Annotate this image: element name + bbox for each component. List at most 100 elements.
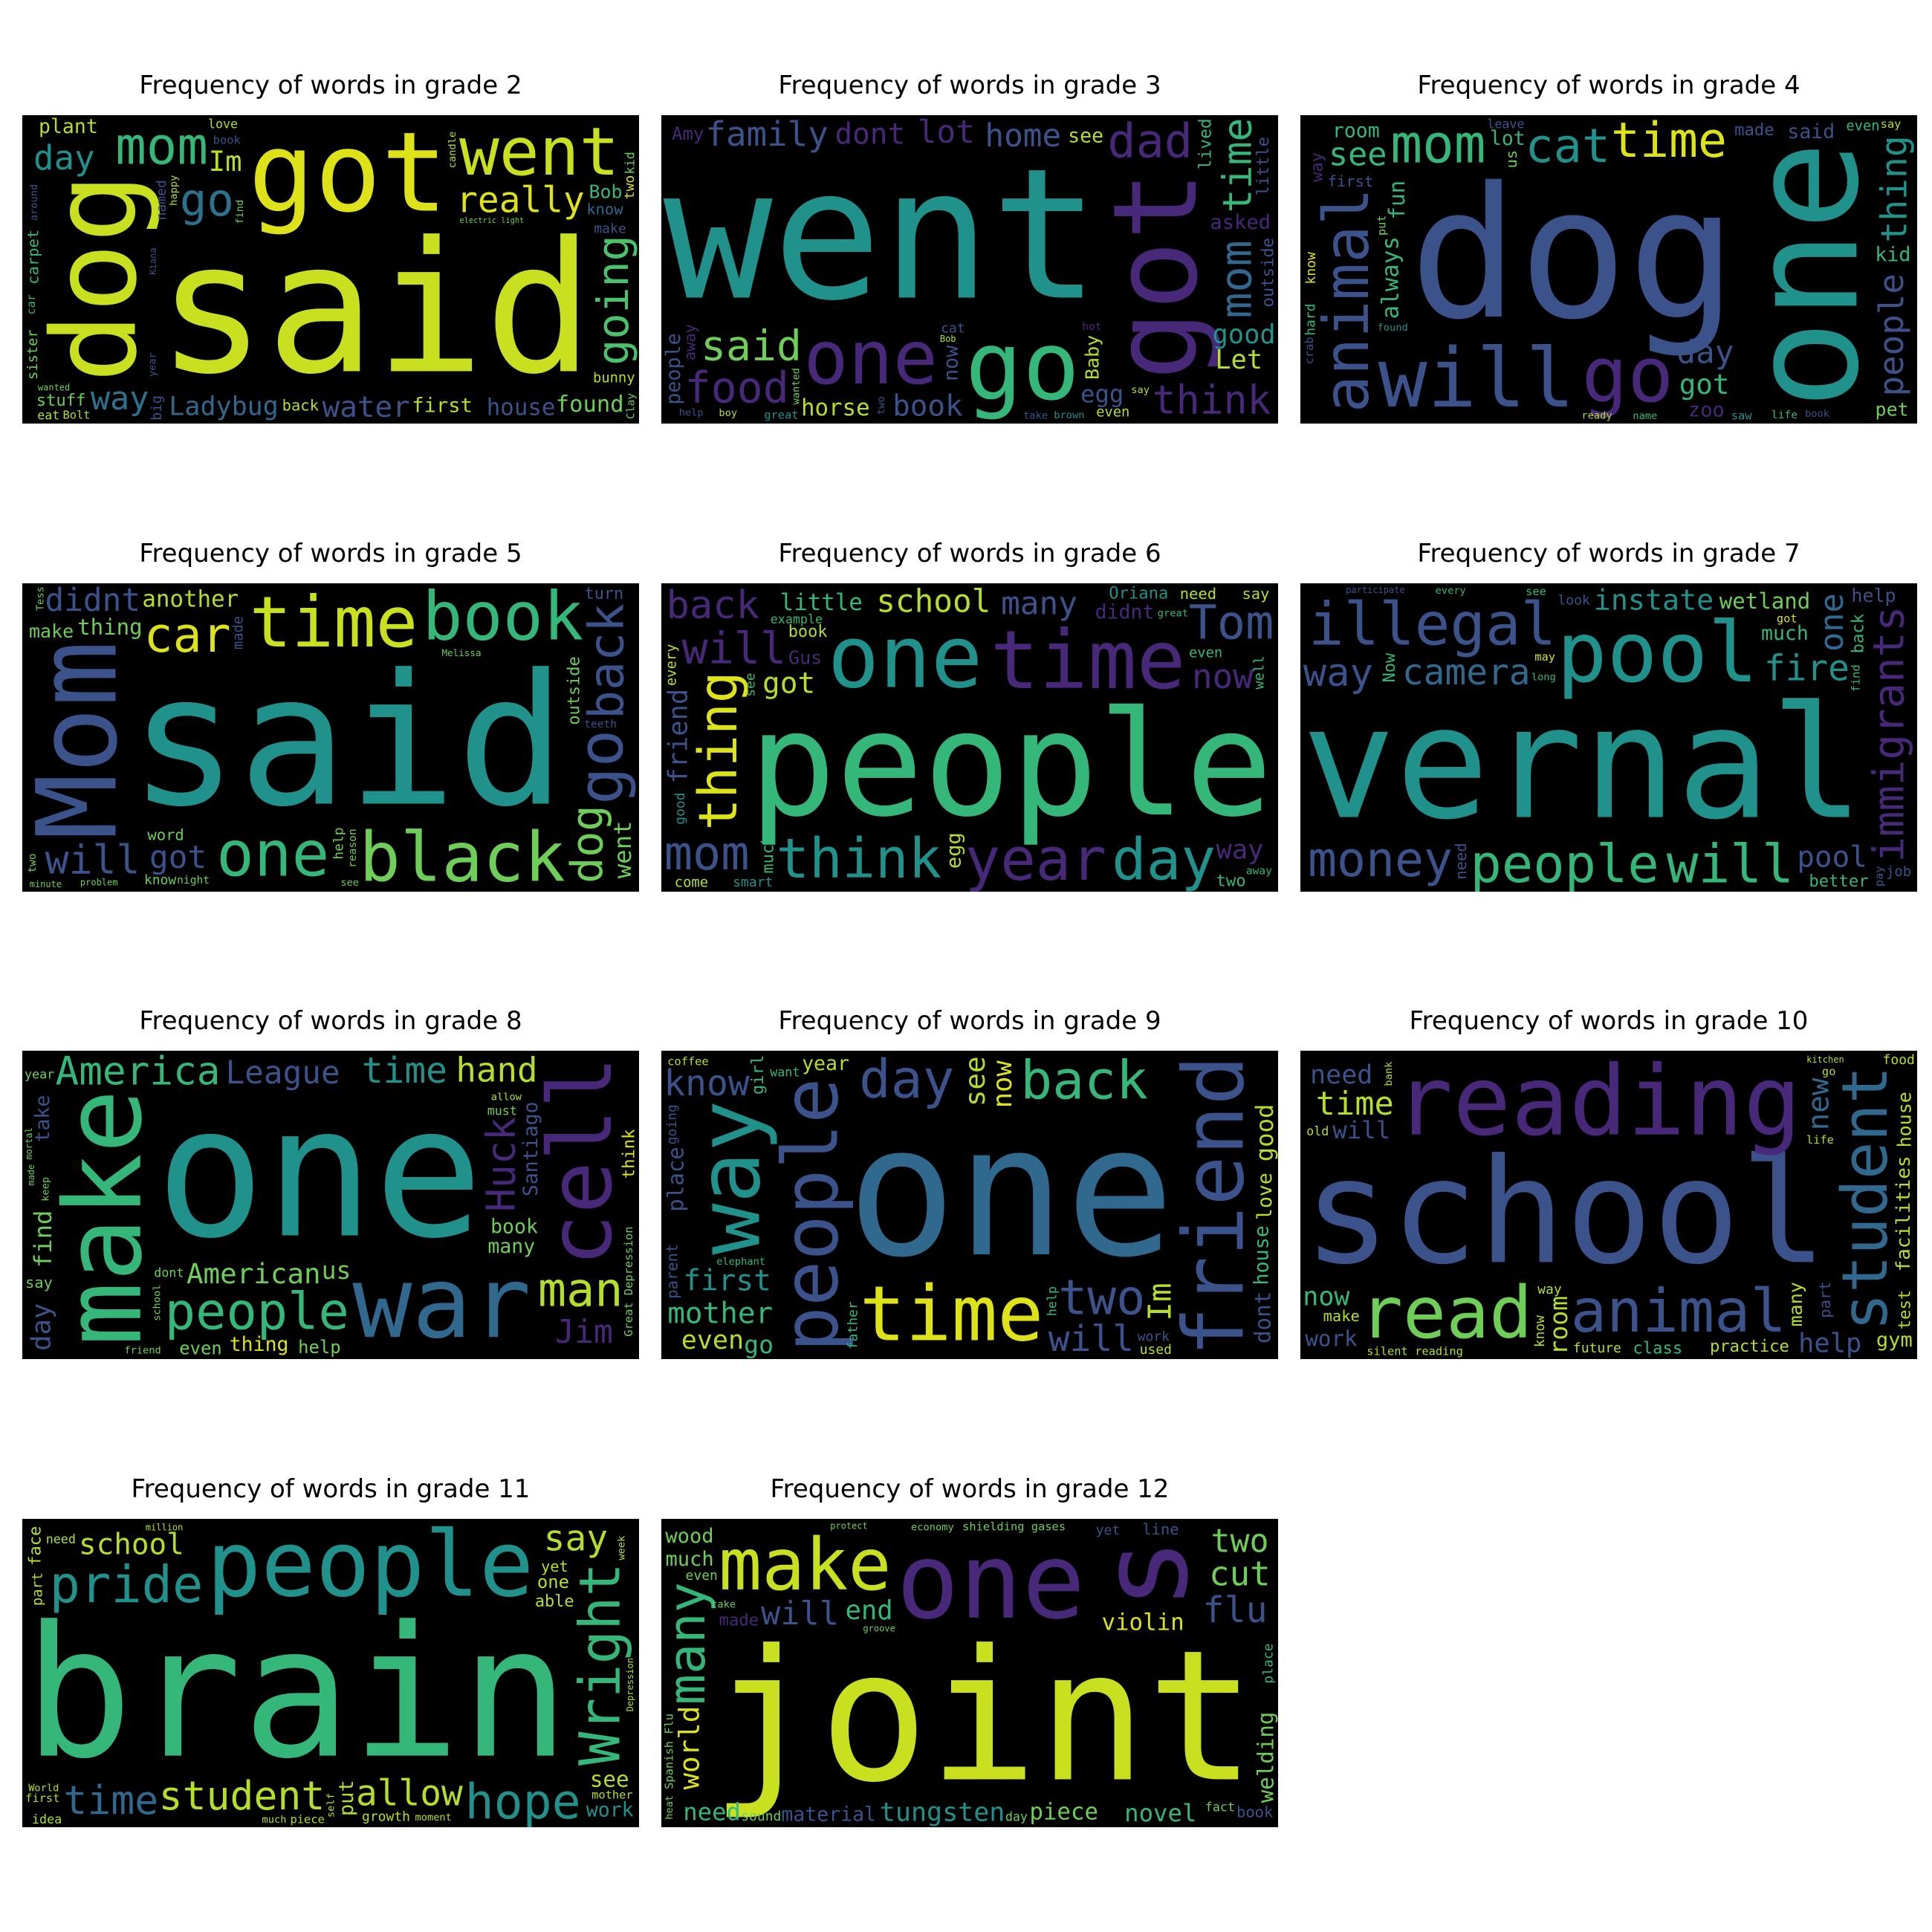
word-mark: fire <box>1764 649 1850 690</box>
word-mark: parent <box>664 1244 681 1299</box>
word-mark: groove <box>863 1624 895 1634</box>
word-mark: house <box>1251 1225 1274 1285</box>
word-mark: got <box>1088 171 1223 380</box>
word-mark: day <box>859 1051 954 1110</box>
word-mark: said <box>129 636 566 847</box>
word-mark: around <box>28 184 40 221</box>
word-mark: even <box>179 1338 222 1358</box>
word-mark: Spanish Flu <box>663 1714 676 1789</box>
word-mark: away <box>1246 865 1272 878</box>
word-mark: crab <box>1303 337 1316 364</box>
word-mark: job <box>1886 864 1911 880</box>
word-mark: house <box>487 395 556 421</box>
word-mark: going <box>664 1104 680 1144</box>
word-mark: help <box>1798 1328 1861 1358</box>
word-mark: Let <box>1215 345 1262 375</box>
word-mark: Im <box>209 145 242 178</box>
word-mark: shielding gases <box>962 1520 1066 1534</box>
panel-title: Frequency of words in grade 11 <box>131 1474 531 1504</box>
word-mark: dont <box>834 118 905 152</box>
word-mark: dont <box>154 1265 184 1280</box>
word-mark: heat <box>664 1795 675 1820</box>
word-mark: war <box>352 1245 531 1359</box>
word-mark: teeth <box>584 718 617 730</box>
word-mark: work <box>1305 1326 1358 1351</box>
word-mark: piece <box>1029 1798 1098 1825</box>
word-mark: brown <box>1054 409 1084 421</box>
word-mark: first <box>412 394 473 417</box>
word-mark: said <box>701 322 802 371</box>
word-mark: found <box>556 392 624 418</box>
word-mark: one <box>156 1068 484 1279</box>
word-mark: will <box>45 837 140 884</box>
word-mark: find <box>234 200 246 224</box>
word-mark: horse <box>801 395 870 421</box>
word-mark: two <box>875 396 887 415</box>
word-mark: book <box>1805 408 1830 420</box>
word-mark: good <box>672 792 688 824</box>
panel-title: Frequency of words in grade 7 <box>1417 539 1800 568</box>
word-mark: even <box>686 1568 718 1583</box>
word-mark: pride <box>50 1555 204 1615</box>
word-mark: line <box>1142 1520 1179 1538</box>
wordcloud-panel-2: Frequency of words in grade 3 went got go on… <box>661 71 1278 424</box>
word-mark: word <box>147 826 184 844</box>
word-mark: egg <box>943 832 966 869</box>
word-mark: time <box>1215 117 1261 213</box>
word-mark: one <box>803 314 937 401</box>
word-mark: two <box>26 853 39 872</box>
word-mark: material <box>781 1803 876 1826</box>
word-mark: lived <box>1196 118 1215 169</box>
word-mark: even <box>1846 119 1879 134</box>
word-mark: book <box>1236 1803 1274 1821</box>
word-mark: year <box>25 1066 54 1081</box>
word-mark: Depression <box>625 1658 635 1711</box>
word-mark: life <box>1771 409 1798 421</box>
word-mark: gym <box>1876 1329 1913 1352</box>
word-mark: old <box>1306 1124 1329 1138</box>
word-mark: mother <box>591 1789 633 1802</box>
word-mark: got <box>248 115 447 238</box>
word-mark: girl <box>748 1055 768 1095</box>
word-mark: time <box>860 1270 1044 1358</box>
word-mark: help <box>1045 1286 1060 1316</box>
word-mark: even <box>1096 405 1129 421</box>
word-mark: stuff <box>36 391 86 410</box>
word-mark: go <box>565 730 638 805</box>
word-mark: hand <box>456 1051 537 1090</box>
word-mark: wetland <box>1719 589 1811 614</box>
word-mark: many <box>661 1582 717 1705</box>
word-mark: day <box>1676 334 1734 371</box>
word-mark: one <box>537 1572 569 1592</box>
word-mark: say <box>1881 117 1902 131</box>
word-mark: animal <box>1571 1276 1786 1346</box>
word-mark: went <box>609 820 637 878</box>
word-mark: vernal <box>1302 674 1864 855</box>
word-mark: take <box>711 1598 736 1610</box>
word-mark: Bob <box>589 181 623 202</box>
word-mark: time <box>1316 1086 1394 1123</box>
word-mark: part <box>30 1572 46 1606</box>
word-mark: water <box>322 391 410 424</box>
word-mark: Now <box>1381 652 1399 682</box>
word-mark: immigrants <box>1864 606 1913 863</box>
word-mark: reason <box>346 829 359 868</box>
word-mark: million <box>146 1522 184 1532</box>
word-mark: used <box>1140 1342 1172 1358</box>
word-mark: friend <box>664 689 694 784</box>
word-mark: elephant <box>716 1256 765 1268</box>
word-mark: see <box>340 877 359 889</box>
word-mark: make <box>1323 1307 1360 1325</box>
word-mark: go <box>180 175 234 227</box>
word-mark: Jim <box>555 1314 613 1351</box>
word-mark: must <box>487 1103 517 1118</box>
word-mark: pool <box>1557 603 1758 701</box>
word-mark: way <box>1307 152 1326 182</box>
word-mark: night <box>177 874 210 886</box>
word-mark: want <box>770 1064 800 1079</box>
word-mark: hard <box>1303 303 1318 335</box>
word-mark: book <box>788 623 828 641</box>
word-mark: smart <box>733 875 773 890</box>
